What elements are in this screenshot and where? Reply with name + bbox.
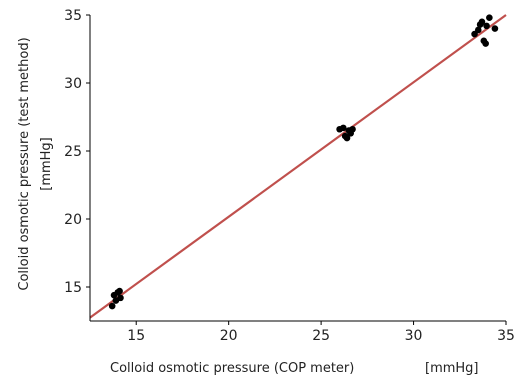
data-point [486, 14, 493, 22]
data-point [343, 134, 351, 142]
y-tick-label: 15 [64, 280, 82, 296]
x-tick-label: 35 [497, 328, 515, 344]
fit-line-layer [89, 14, 507, 319]
data-point [482, 40, 489, 47]
y-tick-label: 30 [64, 76, 82, 92]
x-tick-label: 15 [127, 328, 145, 344]
x-tick-label: 25 [312, 328, 330, 344]
fit-line [89, 14, 507, 319]
x-axis-title: Colloid osmotic pressure (COP meter) [110, 361, 354, 376]
data-point [117, 294, 124, 302]
data-point [339, 124, 347, 132]
data-point [474, 26, 482, 34]
data-point [483, 22, 490, 30]
data-points [108, 14, 499, 310]
data-point [491, 25, 499, 32]
y-axis-title: Colloid osmotic pressure (test method) [17, 37, 32, 290]
data-point [116, 287, 123, 295]
data-point [478, 18, 486, 26]
x-axis-unit: [mmHg] [425, 361, 479, 376]
y-tick-label: 25 [64, 144, 82, 160]
y-axis-unit: [mmHg] [39, 137, 54, 191]
tick-labels: 15 20 25 30 35 15 20 25 30 35 [64, 8, 515, 344]
data-point [349, 125, 356, 133]
y-tick-label: 20 [64, 212, 82, 228]
y-tick-label: 35 [64, 8, 82, 24]
x-tick-label: 30 [405, 328, 423, 344]
x-tick-label: 20 [220, 328, 238, 344]
axes [86, 14, 507, 325]
data-point [108, 302, 116, 310]
